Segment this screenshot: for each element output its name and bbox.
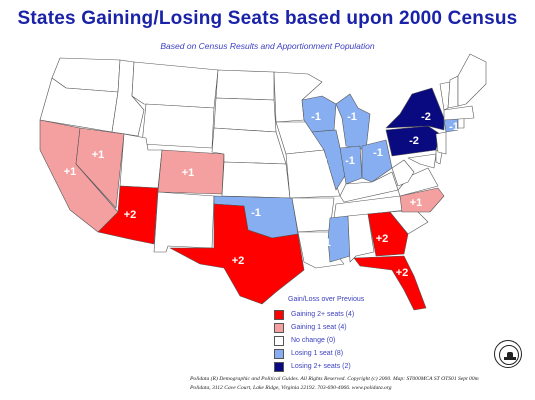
state-az [97,185,159,245]
legend: Gain/Loss over Previous Gaining 2+ seats… [274,296,414,373]
state-nj [435,131,447,155]
state-change-label-in: -1 [345,155,355,167]
state-ar [291,197,335,233]
state-nc [399,187,445,213]
legend-title: Gain/Loss over Previous [288,296,365,303]
state-change-label-ny: -2 [421,111,431,123]
legend-swatch [274,309,284,320]
state-ky [339,171,399,203]
state-change-label-co: +1 [182,167,195,179]
state-change-label-ok: -1 [251,207,261,219]
legend-item: No change (0) [274,334,414,347]
state-al [347,213,375,263]
state-change-label-ct: -1 [449,121,459,133]
polidata-seal-logo [494,340,522,368]
state-change-label-il: -1 [319,157,329,169]
state-change-label-mi: -1 [347,111,357,123]
state-wy [141,103,215,149]
footer-line-2: Polidata, 3112 Cave Court, Lake Ridge, V… [190,385,392,391]
state-fl [353,255,427,311]
legend-swatch [274,361,284,372]
state-oh [361,139,393,183]
state-change-label-ga: +2 [376,233,389,245]
state-change-label-pa: -2 [409,135,419,147]
state-ny [385,87,445,131]
map-subtitle: Based on Census Results and Apportionmen… [160,41,375,51]
legend-label: Gaining 2+ seats (4) [291,311,355,318]
state-wv [391,159,415,187]
state-ms [327,215,351,263]
state-md [407,153,437,169]
legend-label: Gaining 1 seat (4) [291,324,347,331]
state-ri [457,117,465,129]
state-change-label-fl: +2 [396,267,409,279]
legend-item: Gaining 1 seat (4) [274,321,414,334]
state-mt [131,61,219,109]
state-change-label-ca: +1 [64,166,77,178]
legend-item: Gaining 2+ seats (4) [274,308,414,321]
state-nv [75,127,125,209]
legend-label: Losing 2+ seats (2) [291,363,351,370]
state-ks [221,161,291,199]
legend-swatch [274,335,284,346]
state-ga [367,211,409,257]
footer-line-1: Polidata (R) Demographic and Political G… [190,376,479,382]
footer-credits: Polidata (R) Demographic and Political G… [190,375,530,393]
state-mi [335,93,371,151]
legend-item: Losing 2+ seats (2) [274,360,414,373]
map-title: States Gaining/Losing Seats based upon 2… [17,8,518,29]
state-tx [169,203,305,305]
state-change-label-ms: -1 [321,237,331,249]
legend-swatch [274,348,284,359]
state-il [311,129,347,191]
state-nh [447,75,459,109]
state-change-label-nv: +1 [92,149,105,161]
state-nm [153,191,215,253]
state-nd [215,69,275,101]
legend-label: No change (0) [291,337,336,344]
state-change-label-az: +2 [124,209,137,221]
state-change-label-tx: +2 [232,255,245,267]
legend-item: Losing 1 seat (8) [274,347,414,360]
state-change-label-wi: -1 [311,111,321,123]
state-me [457,53,487,107]
state-change-label-oh: -1 [373,147,383,159]
state-sd [213,97,277,133]
legend-swatch [274,322,284,333]
state-ma [443,105,475,121]
legend-label: Losing 1 seat (8) [291,350,344,357]
state-change-label-nc: +1 [410,197,423,209]
